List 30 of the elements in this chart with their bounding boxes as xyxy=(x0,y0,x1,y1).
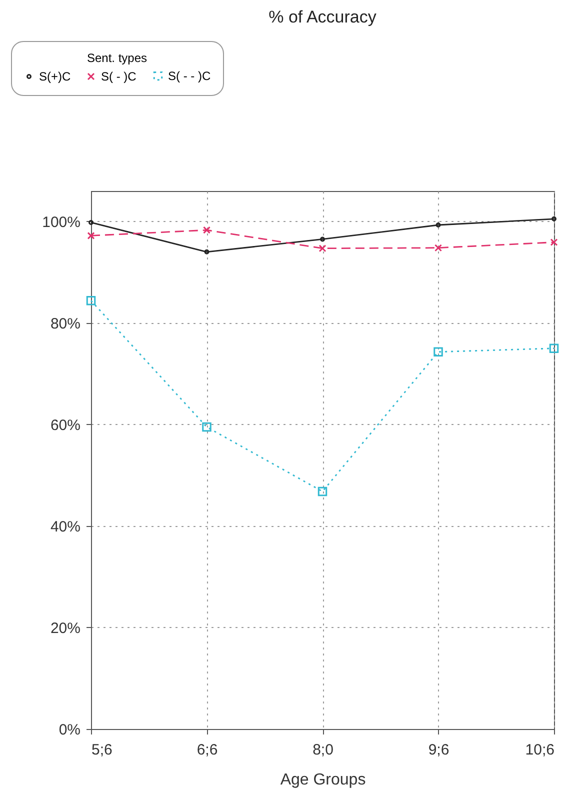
point xyxy=(318,244,326,252)
x-tick-label: 10;6 xyxy=(525,742,554,758)
point xyxy=(87,232,95,240)
legend-label: S( - - )C xyxy=(168,69,211,84)
point xyxy=(204,249,210,254)
x-tick-label: 9;6 xyxy=(428,742,450,758)
point xyxy=(550,238,558,246)
point xyxy=(202,422,212,432)
point xyxy=(320,236,325,242)
point xyxy=(318,486,328,496)
x-tick-label: 5;6 xyxy=(92,742,112,758)
y-tick-label: 0% xyxy=(58,722,80,738)
legend-title: Sent. types xyxy=(86,51,148,65)
point xyxy=(549,344,559,353)
x-tick-label: 6;6 xyxy=(196,742,218,758)
y-tick-label: 60% xyxy=(50,416,80,434)
y-tick-label: 100% xyxy=(42,214,80,231)
point xyxy=(86,296,96,306)
point xyxy=(434,244,442,252)
y-tick-label: 80% xyxy=(50,315,80,332)
x-axis-title: Age Groups xyxy=(280,772,366,788)
x-tick-label: 8;0 xyxy=(312,742,334,758)
y-tick-label: 40% xyxy=(50,518,80,536)
legend-label: S( - )C xyxy=(101,70,137,84)
point xyxy=(434,347,443,357)
point xyxy=(436,222,441,228)
legend-label: S(+)C xyxy=(39,70,72,84)
point xyxy=(203,226,210,234)
chart-title: % of Accuracy xyxy=(268,8,377,26)
y-tick-label: 20% xyxy=(50,620,80,637)
